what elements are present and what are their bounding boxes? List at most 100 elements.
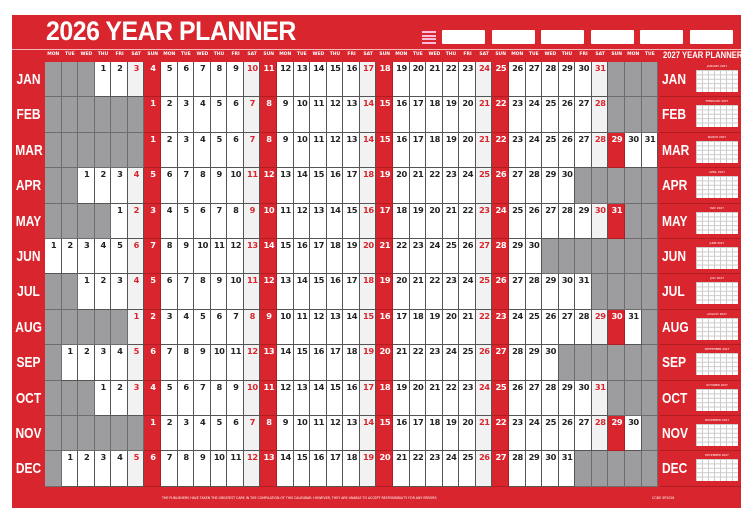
day-cell[interactable]: 6 xyxy=(160,274,178,310)
day-cell[interactable]: 26 xyxy=(508,380,526,416)
day-cell[interactable]: 19 xyxy=(426,309,443,346)
day-cell[interactable]: 23 xyxy=(442,168,460,204)
day-cell[interactable]: 17 xyxy=(409,132,427,169)
day-cell[interactable]: 9 xyxy=(276,416,294,452)
day-cell[interactable]: 7 xyxy=(243,97,261,133)
day-cell[interactable]: 30 xyxy=(608,309,625,346)
day-cell[interactable]: 30 xyxy=(542,345,559,381)
day-cell[interactable]: 7 xyxy=(194,62,211,98)
day-cell[interactable]: 17 xyxy=(376,203,393,239)
day-cell[interactable]: 13 xyxy=(310,203,327,239)
day-cell[interactable]: 7 xyxy=(227,309,244,346)
day-cell[interactable]: 17 xyxy=(343,168,360,204)
day-cell[interactable]: 3 xyxy=(177,132,195,169)
day-cell[interactable]: 30 xyxy=(624,416,642,452)
day-cell[interactable]: 28 xyxy=(591,416,609,452)
day-cell[interactable]: 2 xyxy=(127,203,145,239)
day-cell[interactable]: 23 xyxy=(426,451,443,487)
day-cell[interactable]: 22 xyxy=(442,380,460,416)
day-cell[interactable]: 25 xyxy=(508,203,526,239)
day-cell[interactable]: 3 xyxy=(94,451,112,487)
day-cell[interactable]: 26 xyxy=(508,62,526,98)
day-cell[interactable]: 12 xyxy=(276,62,294,98)
day-cell[interactable]: 12 xyxy=(243,451,261,487)
day-cell[interactable]: 9 xyxy=(194,451,211,487)
day-cell[interactable]: 14 xyxy=(276,451,294,487)
day-cell[interactable]: 22 xyxy=(392,239,410,275)
day-cell[interactable]: 11 xyxy=(260,380,277,416)
day-cell[interactable]: 26 xyxy=(475,345,493,381)
day-cell[interactable]: 5 xyxy=(127,451,145,487)
day-cell[interactable]: 4 xyxy=(144,62,161,98)
day-cell[interactable]: 1 xyxy=(144,416,161,452)
day-cell[interactable]: 25 xyxy=(442,239,460,275)
day-cell[interactable]: 15 xyxy=(310,168,327,204)
day-cell[interactable]: 16 xyxy=(392,97,410,133)
day-cell[interactable]: 11 xyxy=(243,274,261,310)
day-cell[interactable]: 23 xyxy=(508,416,526,452)
day-cell[interactable]: 30 xyxy=(575,380,592,416)
day-cell[interactable]: 21 xyxy=(409,168,427,204)
day-cell[interactable]: 24 xyxy=(442,345,460,381)
day-cell[interactable]: 24 xyxy=(508,309,526,346)
day-cell[interactable]: 5 xyxy=(160,62,178,98)
day-cell[interactable]: 8 xyxy=(243,309,261,346)
day-cell[interactable]: 22 xyxy=(492,132,509,169)
note-box[interactable] xyxy=(640,30,683,44)
day-cell[interactable]: 4 xyxy=(111,451,128,487)
day-cell[interactable]: 13 xyxy=(260,345,277,381)
day-cell[interactable]: 28 xyxy=(542,62,559,98)
day-cell[interactable]: 8 xyxy=(260,132,277,169)
day-cell[interactable]: 1 xyxy=(144,97,161,133)
note-box[interactable] xyxy=(442,30,485,44)
day-cell[interactable]: 4 xyxy=(94,239,112,275)
day-cell[interactable]: 30 xyxy=(558,168,576,204)
day-cell[interactable]: 4 xyxy=(144,380,161,416)
day-cell[interactable]: 9 xyxy=(276,97,294,133)
day-cell[interactable]: 13 xyxy=(326,309,344,346)
day-cell[interactable]: 8 xyxy=(177,345,195,381)
day-cell[interactable]: 20 xyxy=(376,451,393,487)
day-cell[interactable]: 27 xyxy=(575,416,592,452)
day-cell[interactable]: 14 xyxy=(293,168,311,204)
day-cell[interactable]: 24 xyxy=(442,451,460,487)
day-cell[interactable]: 28 xyxy=(591,132,609,169)
note-box[interactable] xyxy=(689,30,733,44)
day-cell[interactable]: 12 xyxy=(260,274,277,310)
day-cell[interactable]: 24 xyxy=(459,274,476,310)
day-cell[interactable]: 18 xyxy=(359,274,377,310)
day-cell[interactable]: 29 xyxy=(608,416,625,452)
day-cell[interactable]: 29 xyxy=(558,380,576,416)
day-cell[interactable]: 11 xyxy=(210,239,228,275)
day-cell[interactable]: 17 xyxy=(409,97,427,133)
day-cell[interactable]: 15 xyxy=(376,97,393,133)
day-cell[interactable]: 10 xyxy=(210,451,228,487)
day-cell[interactable]: 13 xyxy=(343,416,360,452)
day-cell[interactable]: 13 xyxy=(260,451,277,487)
day-cell[interactable]: 25 xyxy=(459,451,476,487)
day-cell[interactable]: 16 xyxy=(310,345,327,381)
day-cell[interactable]: 15 xyxy=(376,416,393,452)
day-cell[interactable]: 27 xyxy=(475,239,493,275)
day-cell[interactable]: 17 xyxy=(359,380,377,416)
day-cell[interactable]: 3 xyxy=(144,203,161,239)
day-cell[interactable]: 4 xyxy=(194,97,211,133)
day-cell[interactable]: 7 xyxy=(177,274,195,310)
day-cell[interactable]: 29 xyxy=(575,203,592,239)
day-cell[interactable]: 29 xyxy=(525,451,543,487)
note-box[interactable] xyxy=(491,30,535,44)
day-cell[interactable]: 3 xyxy=(160,309,178,346)
day-cell[interactable]: 6 xyxy=(144,345,161,381)
day-cell[interactable]: 1 xyxy=(78,168,95,204)
day-cell[interactable]: 9 xyxy=(210,168,228,204)
day-cell[interactable]: 14 xyxy=(359,416,377,452)
day-cell[interactable]: 27 xyxy=(542,203,559,239)
day-cell[interactable]: 9 xyxy=(260,309,277,346)
day-cell[interactable]: 19 xyxy=(442,416,460,452)
day-cell[interactable]: 16 xyxy=(310,451,327,487)
day-cell[interactable]: 20 xyxy=(409,380,427,416)
day-cell[interactable]: 23 xyxy=(442,274,460,310)
day-cell[interactable]: 24 xyxy=(525,132,543,169)
day-cell[interactable]: 12 xyxy=(326,416,344,452)
day-cell[interactable]: 11 xyxy=(293,309,311,346)
